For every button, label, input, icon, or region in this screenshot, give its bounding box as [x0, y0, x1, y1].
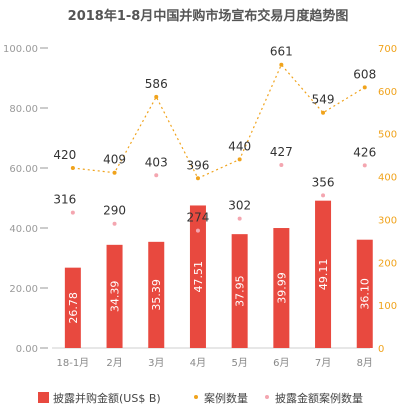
x-tick-label: 18-1月 [56, 357, 89, 369]
bar [106, 244, 123, 348]
disclosed-count-label: 302 [228, 199, 251, 213]
y-right-tick-label: 700 [378, 44, 397, 55]
disclosed-count-label: 316 [53, 193, 76, 207]
x-tick-label: 4月 [190, 357, 206, 369]
bar-value-label: 47.51 [192, 261, 205, 293]
y-right-tick-label: 500 [378, 130, 397, 141]
y-left-tick-label: 80.00 [9, 104, 38, 115]
bar-series: 26.78 34.39 35.39 47.51 37.95 39.99 49.11 36.10 [64, 200, 373, 348]
bar [64, 267, 81, 348]
disclosed-count-label: 403 [145, 155, 168, 169]
disclosed-count-point [237, 216, 242, 221]
case-count-line [72, 63, 366, 180]
y-left-tick-label: 60.00 [9, 164, 38, 175]
y-right-tick-label: 0 [378, 344, 384, 355]
case-count-point [237, 157, 242, 162]
case-count-point [112, 170, 117, 175]
y-right-ticks: 0 100 200 300 400 500 600 700 [378, 44, 397, 355]
bar [189, 205, 206, 348]
bar [315, 200, 332, 348]
y-right-tick-label: 400 [378, 173, 397, 184]
bar [148, 241, 165, 348]
case-count-point [154, 94, 159, 99]
case-count-point [70, 166, 75, 170]
bar [356, 239, 373, 348]
y-right-tick-label: 200 [378, 258, 397, 269]
case-count-label: 420 [53, 148, 76, 162]
x-tick-label: 8月 [357, 357, 373, 369]
x-tick-label: 7月 [315, 357, 331, 369]
case-count-label: 608 [353, 67, 376, 81]
case-count-label: 396 [186, 158, 209, 172]
legend-label-amount: 披露并购金额(US$ B) [53, 391, 161, 405]
disclosed-count-point [321, 193, 326, 198]
x-tick-label: 5月 [231, 357, 247, 369]
y-left-tick-label: 0.00 [16, 344, 38, 355]
disclosed-count-label: 426 [353, 145, 376, 159]
case-count-point [195, 176, 200, 181]
disclosed-count-point [154, 173, 159, 178]
bar [231, 234, 248, 348]
disclosed-count-label: 290 [103, 204, 126, 218]
bar-value-label: 37.95 [234, 275, 247, 307]
legend-swatch-bar [38, 392, 49, 403]
legend-label-disclosed: 披露金额案例数量 [275, 391, 363, 405]
bar-value-label: 39.99 [275, 272, 288, 304]
bar-value-label: 36.10 [359, 278, 372, 310]
legend-swatch-case [194, 395, 198, 399]
case-count-label: 661 [270, 45, 293, 59]
y-right-tick-label: 100 [378, 301, 397, 312]
disclosed-count-point [279, 163, 284, 167]
x-tick-label: 3月 [148, 357, 164, 369]
case-count-series: 420 409 586 396 440 661 549 608 [53, 45, 376, 181]
x-tick-label: 6月 [273, 357, 289, 369]
case-count-label: 549 [312, 93, 335, 107]
bar [273, 228, 290, 348]
y-right-tick-label: 600 [378, 87, 397, 98]
y-right-tick-label: 300 [378, 215, 397, 226]
legend: 披露并购金额(US$ B) 案例数量 披露金额案例数量 [38, 391, 363, 405]
disclosed-count-label: 356 [312, 175, 335, 189]
disclosed-count-label: 427 [270, 145, 293, 159]
bar-value-label: 49.11 [317, 259, 330, 291]
y-left-tick-label: 40.00 [9, 224, 38, 235]
x-tick-label: 2月 [106, 357, 122, 369]
disclosed-count-point [362, 163, 367, 168]
bar-value-label: 26.78 [67, 292, 80, 324]
y-left-tick-label: 20.00 [9, 284, 38, 295]
disclosed-count-point [195, 228, 200, 233]
y-left-tick-label: 100.00 [3, 44, 38, 55]
disclosed-count-label: 274 [186, 211, 209, 225]
disclosed-count-series: 316 290 403 274 302 427 356 426 [53, 145, 376, 233]
case-count-point [321, 110, 326, 115]
case-count-point [279, 62, 284, 67]
legend-swatch-disclosed [265, 395, 269, 399]
y-left-ticks: 0.00 20.00 40.00 60.00 80.00 100.00 [3, 44, 48, 355]
case-count-label: 586 [145, 77, 168, 91]
disclosed-count-point [70, 210, 75, 215]
x-ticks: 18-1月 2月 3月 4月 5月 6月 7月 8月 [56, 357, 372, 369]
case-count-label: 409 [103, 153, 126, 167]
disclosed-count-point [112, 221, 117, 226]
bar-value-label: 34.39 [109, 281, 122, 313]
case-count-point [362, 85, 367, 90]
case-count-label: 440 [228, 139, 251, 153]
legend-label-case: 案例数量 [204, 391, 248, 405]
bar-value-label: 35.39 [150, 279, 163, 311]
chart-title: 2018年1-8月中国并购市场宣布交易月度趋势图 [68, 8, 349, 24]
